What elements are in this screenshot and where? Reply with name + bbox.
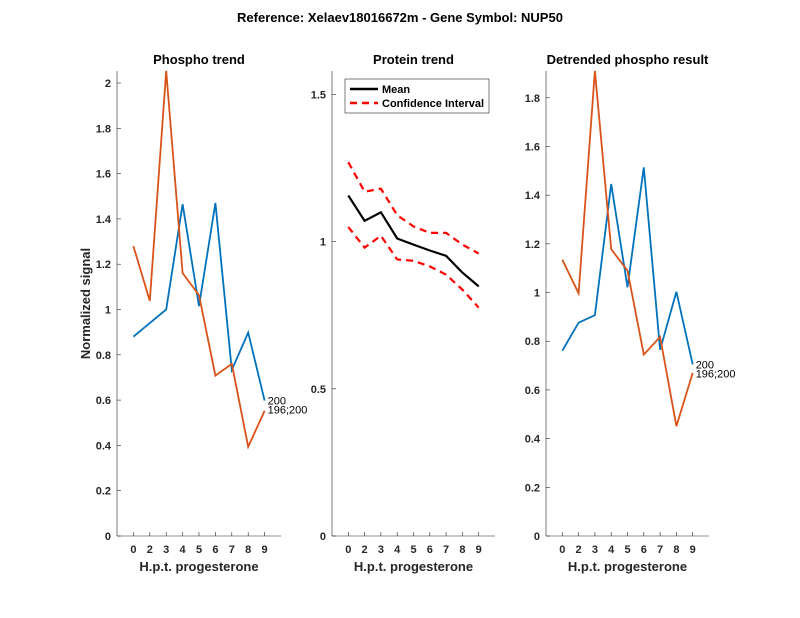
y-tick-label: 1.6 bbox=[525, 141, 540, 153]
y-tick-label: 0.5 bbox=[311, 384, 326, 396]
series-line-196-200 bbox=[561, 70, 694, 427]
x-tick-label: 8 bbox=[245, 544, 251, 556]
x-tick-label: 6 bbox=[641, 544, 647, 556]
x-tick-label: 5 bbox=[410, 544, 416, 556]
y-tick-label: 0 bbox=[320, 531, 326, 543]
figure-suptitle: Reference: Xelaev18016672m - Gene Symbol… bbox=[237, 10, 563, 25]
series-line-mean bbox=[347, 194, 480, 288]
x-tick-label: 0 bbox=[559, 544, 565, 556]
series-line-200 bbox=[561, 167, 694, 365]
y-tick-label: 1.2 bbox=[96, 259, 111, 271]
series-end-label: 200 bbox=[268, 396, 286, 408]
series-end-label: 196;200 bbox=[268, 405, 308, 417]
x-tick-label: 5 bbox=[624, 544, 630, 556]
x-tick-label: 0 bbox=[345, 544, 351, 556]
x-tick-label: 2 bbox=[362, 544, 368, 556]
y-tick-label: 0.8 bbox=[96, 350, 111, 362]
panel-protein-trend: Protein trend H.p.t. progesterone 0 0.5 1 1… bbox=[311, 52, 495, 574]
x-tick-label: 8 bbox=[673, 544, 679, 556]
series-line-confidence-interval-upper bbox=[347, 161, 480, 255]
series-end-label: 200 bbox=[696, 359, 714, 371]
x-tick-label: 4 bbox=[394, 544, 401, 556]
x-tick-label: 9 bbox=[262, 544, 268, 556]
series-line-200 bbox=[132, 202, 266, 401]
y-tick-label: 1 bbox=[105, 305, 111, 317]
x-tick-label: 8 bbox=[459, 544, 465, 556]
legend-box bbox=[344, 78, 490, 114]
y-tick-label: 1.8 bbox=[525, 93, 540, 105]
x-tick-label: 3 bbox=[378, 544, 384, 556]
x-tick-label: 7 bbox=[443, 544, 449, 556]
x-tick-label: 4 bbox=[608, 544, 615, 556]
x-tick-label: 6 bbox=[427, 544, 433, 556]
y-tick-label: 0.2 bbox=[525, 482, 540, 494]
y-tick-label: 2 bbox=[105, 78, 111, 90]
y-tick-label: 1.4 bbox=[525, 190, 541, 202]
legend-entry-mean: Mean bbox=[382, 84, 410, 96]
series-line-196-200 bbox=[132, 70, 266, 450]
y-tick-label: 1 bbox=[320, 237, 326, 249]
series-end-label: 196;200 bbox=[696, 368, 736, 380]
x-tick-label: 7 bbox=[657, 544, 663, 556]
y-tick-label: 0.6 bbox=[96, 395, 111, 407]
y-tick-label: 1.5 bbox=[311, 90, 326, 102]
x-tick-label: 2 bbox=[147, 544, 153, 556]
x-tick-label: 6 bbox=[212, 544, 218, 556]
panel-detrended-phospho: Detrended phospho result H.p.t. progeste… bbox=[525, 52, 736, 574]
x-tick-label: 3 bbox=[592, 544, 598, 556]
legend-entry-confidence-interval: Confidence Interval bbox=[382, 98, 484, 110]
x-tick-label: 0 bbox=[130, 544, 136, 556]
x-tick-label: 7 bbox=[229, 544, 235, 556]
panel-phospho-trend: Phospho trend H.p.t. progesterone Normal… bbox=[78, 52, 307, 574]
x-tick-label: 3 bbox=[163, 544, 169, 556]
y-tick-label: 0.8 bbox=[525, 336, 540, 348]
y-tick-label: 0 bbox=[534, 531, 540, 543]
y-tick-label: 0.6 bbox=[525, 385, 540, 397]
x-tick-label: 9 bbox=[476, 544, 482, 556]
x-tick-label: 9 bbox=[690, 544, 696, 556]
x-tick-label: 4 bbox=[180, 544, 187, 556]
x-tick-label: 2 bbox=[576, 544, 582, 556]
x-axis-label: H.p.t. progesterone bbox=[354, 559, 473, 574]
y-tick-label: 1 bbox=[534, 288, 540, 300]
y-tick-label: 0.4 bbox=[96, 440, 112, 452]
y-tick-label: 1.4 bbox=[96, 214, 112, 226]
x-axis-label: H.p.t. progesterone bbox=[568, 559, 687, 574]
panel-title: Detrended phospho result bbox=[547, 52, 709, 67]
y-tick-label: 1.2 bbox=[525, 239, 540, 251]
y-axis-label: Normalized signal bbox=[78, 248, 93, 359]
x-axis-label: H.p.t. progesterone bbox=[139, 559, 258, 574]
y-tick-label: 1.8 bbox=[96, 123, 111, 135]
y-tick-label: 0.4 bbox=[525, 434, 541, 446]
y-tick-label: 0 bbox=[105, 531, 111, 543]
panel-title: Phospho trend bbox=[153, 52, 245, 67]
x-tick-label: 5 bbox=[196, 544, 202, 556]
series-line-confidence-interval-lower bbox=[347, 226, 480, 309]
y-tick-label: 1.6 bbox=[96, 169, 111, 181]
panel-title: Protein trend bbox=[373, 52, 454, 67]
legend: Mean Confidence Interval bbox=[344, 78, 490, 114]
y-tick-label: 0.2 bbox=[96, 486, 111, 498]
